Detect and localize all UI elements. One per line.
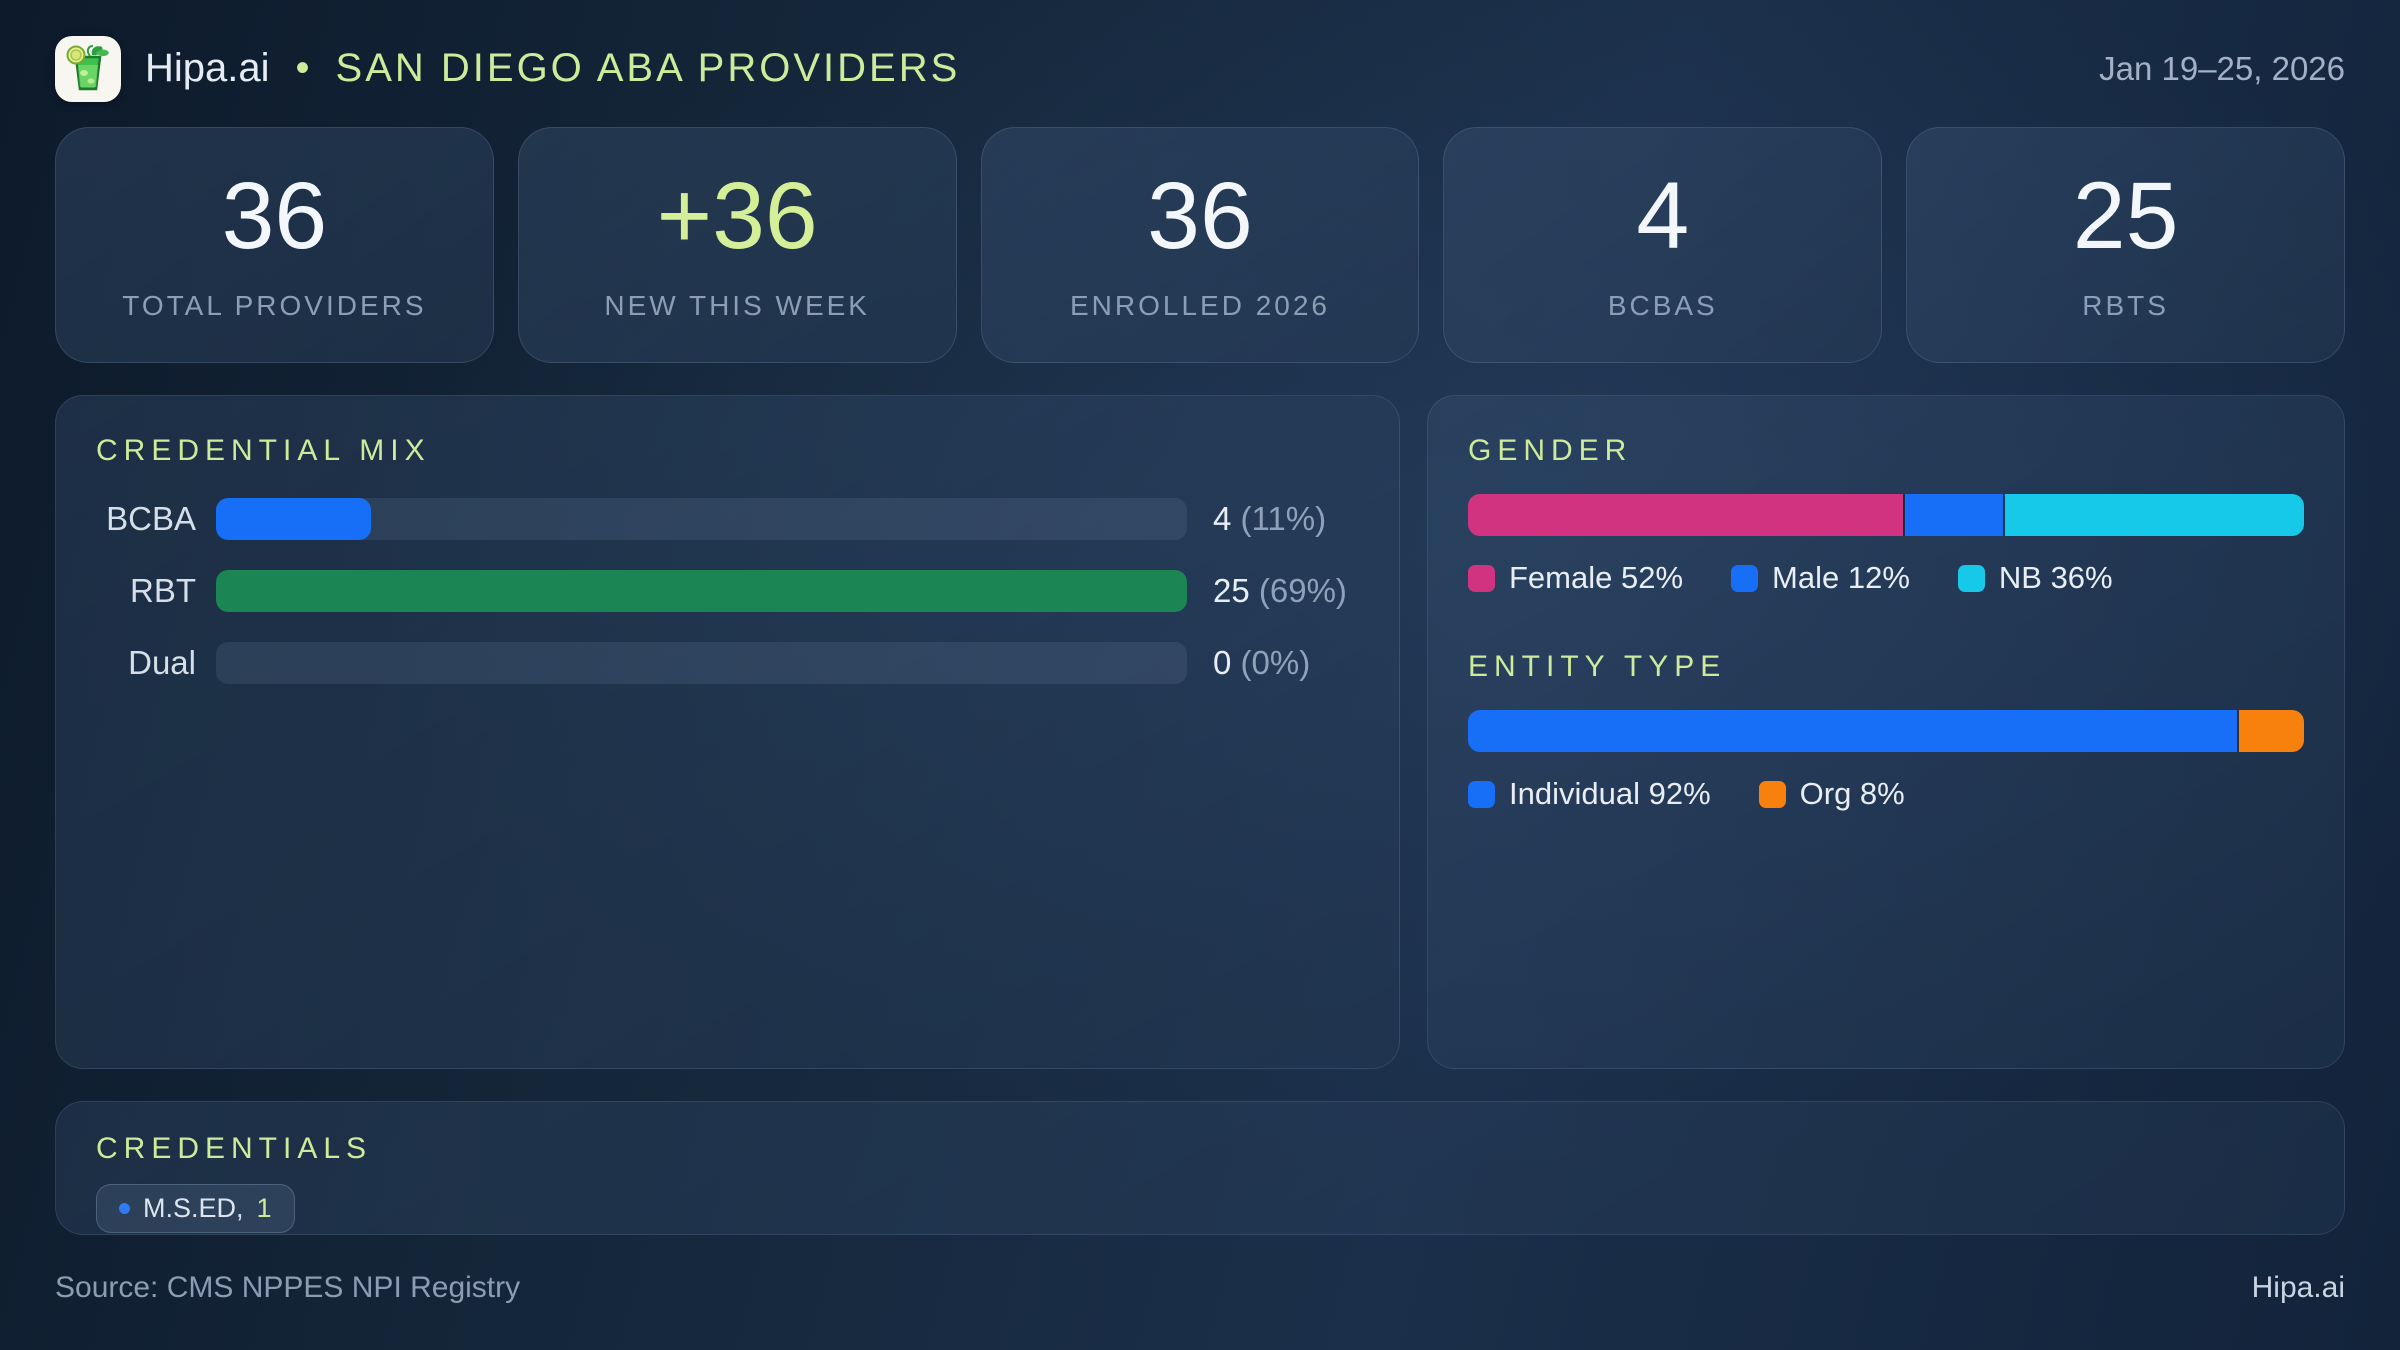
entity-type-legend-item-1: Org 8% xyxy=(1758,776,1905,812)
entity-type-bar-chart xyxy=(1468,710,2304,752)
entity-type-legend-item-0: Individual 92% xyxy=(1468,776,1711,812)
credential-bar-fill xyxy=(216,498,372,540)
stat-value: 36 xyxy=(221,162,328,269)
entity-type-legend-swatch xyxy=(1468,780,1495,808)
gender-segment-2 xyxy=(2003,494,2304,536)
gender-legend-label: Female 52% xyxy=(1509,560,1684,595)
stat-label: ENROLLED 2026 xyxy=(1069,289,1330,321)
entity-type-segment-0 xyxy=(1468,710,2238,752)
stat-card-2: 36 ENROLLED 2026 xyxy=(980,127,1420,363)
stat-value: +36 xyxy=(656,162,818,269)
credential-value-percent: (69%) xyxy=(1258,572,1347,609)
gender-legend-item-2: NB 36% xyxy=(1957,560,2113,596)
chip-label: M.S.ED, xyxy=(143,1193,244,1223)
gender-legend-label: Male 12% xyxy=(1772,560,1910,595)
credential-bar-track xyxy=(216,498,1187,540)
stat-card-4: 25 RBTS xyxy=(1906,127,2345,363)
stat-value: 25 xyxy=(2072,162,2179,269)
credential-row-dual: Dual 0 (0%) xyxy=(96,642,1359,684)
credential-bar-fill xyxy=(216,570,1187,612)
entity-type-legend-label: Org 8% xyxy=(1799,776,1905,811)
demographics-panel: GENDER Female 52% Male 12% NB 36% ENTITY T… xyxy=(1427,395,2345,1069)
credential-value-percent: (0%) xyxy=(1240,644,1311,681)
gender-legend-swatch xyxy=(1468,564,1495,592)
credential-bar-track xyxy=(216,570,1187,612)
stat-value: 4 xyxy=(1636,162,1690,269)
gender-title: GENDER xyxy=(1468,434,1633,467)
footer-source: Source: CMS NPPES NPI Registry xyxy=(55,1271,521,1304)
gender-bar-chart xyxy=(1468,494,2304,536)
credential-mix-chart: BCBA 4 (11%) RBT 25 (69%) Dual 0 (0%) xyxy=(96,498,1359,684)
gender-legend-item-0: Female 52% xyxy=(1468,560,1683,596)
entity-type-segment-1 xyxy=(2237,710,2304,752)
credentials-title: CREDENTIALS xyxy=(96,1132,373,1165)
credential-row-rbt: RBT 25 (69%) xyxy=(96,570,1359,612)
mojito-glass-icon xyxy=(66,44,109,90)
stat-card-3: 4 BCBAS xyxy=(1443,127,1883,363)
page-title: SAN DIEGO ABA PROVIDERS xyxy=(335,46,961,90)
credential-row-value: 25 (69%) xyxy=(1187,572,1359,610)
credentials-panel: CREDENTIALS M.S.ED, 1 xyxy=(55,1101,2345,1235)
credential-row-label: RBT xyxy=(130,572,196,609)
credential-value-number: 4 xyxy=(1213,500,1241,537)
credential-row-value: 4 (11%) xyxy=(1187,500,1359,538)
stat-label: NEW THIS WEEK xyxy=(604,289,870,321)
credential-bar-track xyxy=(216,642,1187,684)
entity-type-legend-label: Individual 92% xyxy=(1509,776,1711,811)
entity-type-title: ENTITY TYPE xyxy=(1468,650,1727,683)
gender-segment-0 xyxy=(1468,494,1903,536)
stat-label: TOTAL PROVIDERS xyxy=(122,289,427,321)
bullet-separator: • xyxy=(295,46,310,90)
credential-mix-title: CREDENTIAL MIX xyxy=(96,434,431,467)
gender-legend-swatch xyxy=(1731,564,1759,592)
stats-row: 36 TOTAL PROVIDERS +36 NEW THIS WEEK 36 ENROL… xyxy=(55,127,2345,363)
stat-value: 36 xyxy=(1147,162,1253,269)
credentials-chip-list: M.S.ED, 1 xyxy=(96,1184,2304,1233)
credential-row-bcba: BCBA 4 (11%) xyxy=(96,498,1359,540)
credential-value-number: 0 xyxy=(1213,644,1241,681)
chip-dot-icon xyxy=(119,1203,130,1214)
credential-row-value: 0 (0%) xyxy=(1187,644,1359,682)
chip-count: 1 xyxy=(256,1193,272,1223)
credential-value-number: 25 xyxy=(1213,572,1259,609)
gender-segment-1 xyxy=(1902,494,2004,536)
date-range: Jan 19–25, 2026 xyxy=(2099,49,2345,87)
stat-card-1: +36 NEW THIS WEEK xyxy=(517,127,957,363)
brand-name: Hipa.ai xyxy=(145,46,270,90)
credential-chip-0: M.S.ED, 1 xyxy=(96,1184,295,1233)
credential-value-percent: (11%) xyxy=(1240,500,1327,537)
credential-row-label: BCBA xyxy=(106,500,196,537)
footer: Source: CMS NPPES NPI Registry Hipa.ai xyxy=(55,1271,2345,1305)
gender-legend-item-1: Male 12% xyxy=(1731,560,1910,596)
gender-legend: Female 52% Male 12% NB 36% xyxy=(1468,560,2304,596)
entity-type-legend: Individual 92% Org 8% xyxy=(1468,776,2304,812)
stat-label: RBTS xyxy=(2082,289,2169,321)
main-row: CREDENTIAL MIX BCBA 4 (11%) RBT 25 (69%) Dua… xyxy=(55,395,2345,1069)
credential-mix-panel: CREDENTIAL MIX BCBA 4 (11%) RBT 25 (69%) Dua… xyxy=(55,395,1400,1069)
stat-card-0: 36 TOTAL PROVIDERS xyxy=(55,127,494,363)
credential-row-label: Dual xyxy=(128,644,196,681)
gender-legend-label: NB 36% xyxy=(1998,560,2113,595)
footer-brand: Hipa.ai xyxy=(2251,1271,2345,1304)
header: Hipa.ai • SAN DIEGO ABA PROVIDERS Jan 19… xyxy=(55,0,2345,127)
gender-legend-swatch xyxy=(1957,564,1985,592)
stat-label: BCBAS xyxy=(1607,289,1718,321)
entity-type-legend-swatch xyxy=(1758,780,1786,808)
brand-logo xyxy=(55,35,121,102)
